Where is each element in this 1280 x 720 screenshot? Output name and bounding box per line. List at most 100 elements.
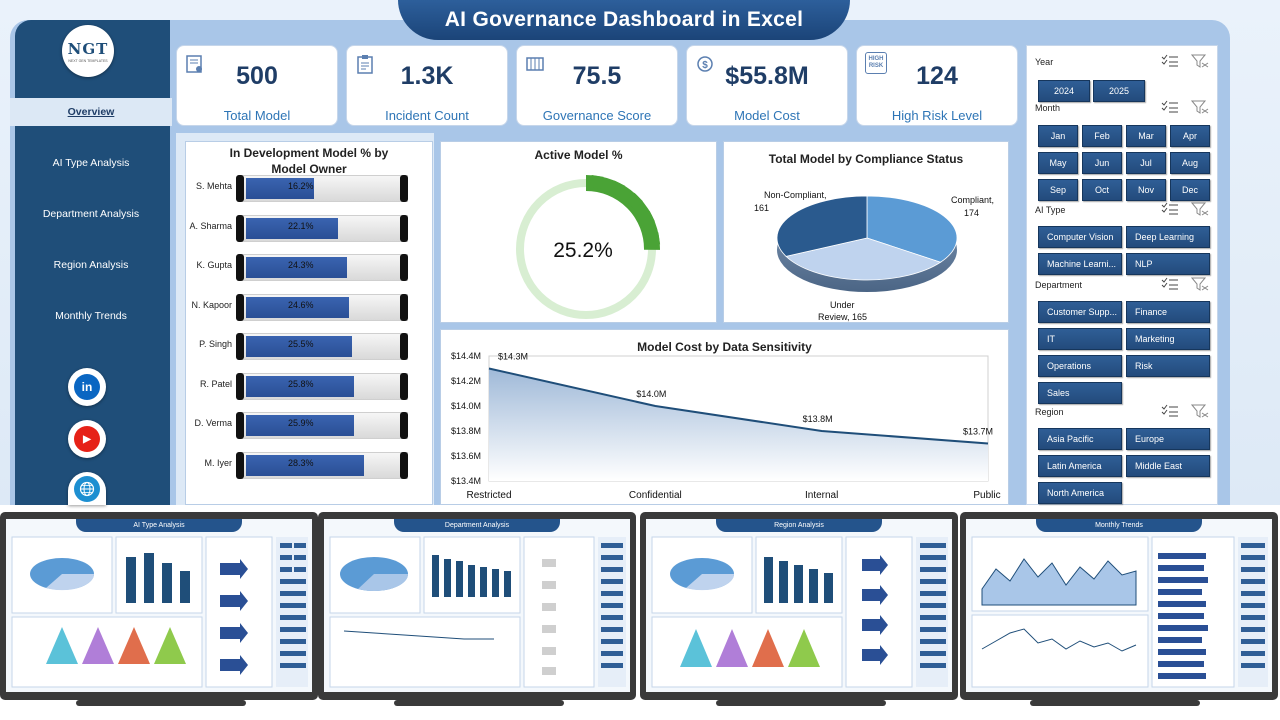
owner-bar-fill — [246, 415, 354, 436]
slicer-chip-department[interactable]: Marketing — [1126, 328, 1210, 350]
pie-slices — [776, 195, 958, 281]
compliance-pie: Non-Compliant, 161 Compliant, 174 Under … — [754, 190, 994, 322]
slicer-chip-region[interactable]: Europe — [1126, 428, 1210, 450]
owner-bar-fill — [246, 296, 349, 318]
nav-monthly-trends[interactable]: Monthly Trends — [55, 310, 127, 322]
cost-value-label: $13.8M — [803, 414, 833, 424]
owner-bar-cap — [236, 333, 244, 360]
slicer-chip-department[interactable]: Sales — [1038, 382, 1122, 404]
slicer-chip-year[interactable]: 2025 — [1093, 80, 1145, 102]
kpi-model-cost: $ $55.8M Model Cost — [686, 45, 848, 126]
owner-bar-fill — [246, 257, 347, 278]
count-non-compliant: 161 — [754, 203, 769, 213]
donut-tooth — [589, 174, 604, 189]
owner-bar-label: 24.3% — [288, 260, 314, 270]
slicer-chip-ai-type[interactable]: NLP — [1126, 253, 1210, 275]
score-icon — [526, 57, 544, 71]
compliance-chart-title: Total Model by Compliance Status — [768, 152, 964, 166]
x-category-label: Confidential — [629, 490, 682, 501]
owner-row: P. Singh 25.5% — [186, 330, 432, 360]
monitor-department: Department Analysis — [318, 512, 636, 700]
slicer-chip-month[interactable]: Jan — [1038, 125, 1078, 147]
slicer-chip-month[interactable]: Apr — [1170, 125, 1210, 147]
slicer-chip-region[interactable]: Latin America — [1038, 455, 1122, 477]
linkedin-button[interactable]: in — [68, 368, 106, 406]
multi-select-icon[interactable] — [1161, 277, 1179, 291]
multi-select-icon[interactable] — [1161, 202, 1179, 216]
slicer-chip-month[interactable]: Aug — [1170, 152, 1210, 174]
cost-chart-title: Model Cost by Data Sensitivity — [637, 340, 812, 354]
owner-bar-fill — [246, 454, 364, 476]
clear-filter-icon[interactable] — [1190, 277, 1209, 291]
clear-filter-icon[interactable] — [1190, 100, 1209, 114]
cost-value-label: $14.3M — [498, 352, 528, 362]
slicer-chip-month[interactable]: Nov — [1126, 179, 1166, 201]
slicer-chip-month[interactable]: Mar — [1126, 125, 1166, 147]
slicer-chip-year[interactable]: 2024 — [1038, 80, 1090, 102]
slicer-chip-department[interactable]: IT — [1038, 328, 1122, 350]
owner-bar-cap — [236, 372, 244, 400]
clipboard-icon — [357, 55, 373, 74]
clear-filter-icon[interactable] — [1190, 202, 1209, 216]
slicer-header-department: Department — [1035, 280, 1083, 290]
nav-ai-type-analysis[interactable]: AI Type Analysis — [52, 157, 130, 169]
slicer-chip-region[interactable]: Asia Pacific — [1038, 428, 1122, 450]
slicer-chip-month[interactable]: Jun — [1082, 152, 1122, 174]
monitor-title: Monthly Trends — [1036, 519, 1202, 532]
monitor-screen: AI Type Analysis — [6, 519, 312, 692]
slicer-chip-department[interactable]: Customer Supp... — [1038, 301, 1122, 323]
slicer-tools — [1161, 100, 1209, 114]
slicer-header-year: Year — [1035, 57, 1054, 67]
slicer-chip-department[interactable]: Operations — [1038, 355, 1122, 377]
label-compliant: Compliant, — [951, 195, 994, 205]
pie-slice-non-compliant[interactable] — [776, 195, 868, 257]
nav-department-analysis[interactable]: Department Analysis — [42, 208, 140, 220]
slicer-header-month: Month — [1035, 103, 1061, 113]
slicer-tools — [1161, 277, 1209, 291]
owner-bar-label: 22.1% — [288, 220, 314, 231]
slicer-tools — [1161, 202, 1209, 216]
kpi-value: 75.5 — [572, 62, 622, 90]
youtube-button[interactable]: ▶ — [68, 420, 106, 458]
slicer-chip-month[interactable]: Sep — [1038, 179, 1078, 201]
slicer-chip-ai-type[interactable]: Machine Learni... — [1038, 253, 1122, 275]
multi-select-icon[interactable] — [1161, 54, 1179, 68]
active-model-donut: 25.2% — [516, 174, 661, 319]
owner-bar-cap — [400, 293, 408, 321]
slicer-chip-month[interactable]: Feb — [1082, 125, 1122, 147]
high-risk-icon: HIGH RISK — [865, 52, 887, 74]
multi-select-icon[interactable] — [1161, 100, 1179, 114]
monitor-monthly-trends: Monthly Trends — [960, 512, 1278, 700]
owner-bar-label: 25.9% — [288, 418, 314, 428]
slicer-chip-region[interactable]: Middle East — [1126, 455, 1210, 477]
slicer-chip-month[interactable]: Jul — [1126, 152, 1166, 174]
count-under-review: Review, 165 — [818, 312, 867, 322]
website-button[interactable] — [68, 472, 106, 505]
pie-slice-under-review[interactable] — [785, 237, 942, 281]
owner-row: K. Gupta 24.3% — [186, 251, 432, 281]
slicer-panel: Year 2024 2025 Month Jan Feb Mar Apr May Jun Jul Au… — [1026, 45, 1218, 505]
nav-region-analysis[interactable]: Region Analysis — [53, 259, 129, 271]
monitor-screen: Department Analysis — [324, 519, 630, 692]
youtube-icon: ▶ — [74, 426, 100, 452]
owner-name: D. Verma — [194, 418, 232, 428]
slicer-header-ai-type: AI Type — [1035, 205, 1066, 215]
ngt-logo: NGT NEXT GEN TEMPLATES — [62, 25, 114, 77]
clear-filter-icon[interactable] — [1190, 404, 1209, 418]
slicer-chip-month[interactable]: Oct — [1082, 179, 1122, 201]
monitor-stand — [1030, 700, 1200, 706]
slicer-chip-month[interactable]: May — [1038, 152, 1078, 174]
clear-filter-icon[interactable] — [1190, 54, 1209, 68]
slicer-chip-month[interactable]: Dec — [1170, 179, 1210, 201]
nav-overview[interactable]: Overview — [10, 98, 172, 126]
cost-chart: Model Cost by Data Sensitivity $14.4M $14… — [440, 329, 1009, 505]
slicer-chip-department[interactable]: Risk — [1126, 355, 1210, 377]
slicer-chip-department[interactable]: Finance — [1126, 301, 1210, 323]
slicer-chip-region[interactable]: North America — [1038, 482, 1122, 504]
slicer-chip-ai-type[interactable]: Deep Learning — [1126, 226, 1210, 248]
pie-slice-compliant[interactable] — [866, 195, 958, 263]
kpi-label: Incident Count — [385, 108, 469, 123]
ai-type-preview — [11, 536, 308, 688]
slicer-chip-ai-type[interactable]: Computer Vision — [1038, 226, 1122, 248]
multi-select-icon[interactable] — [1161, 404, 1179, 418]
